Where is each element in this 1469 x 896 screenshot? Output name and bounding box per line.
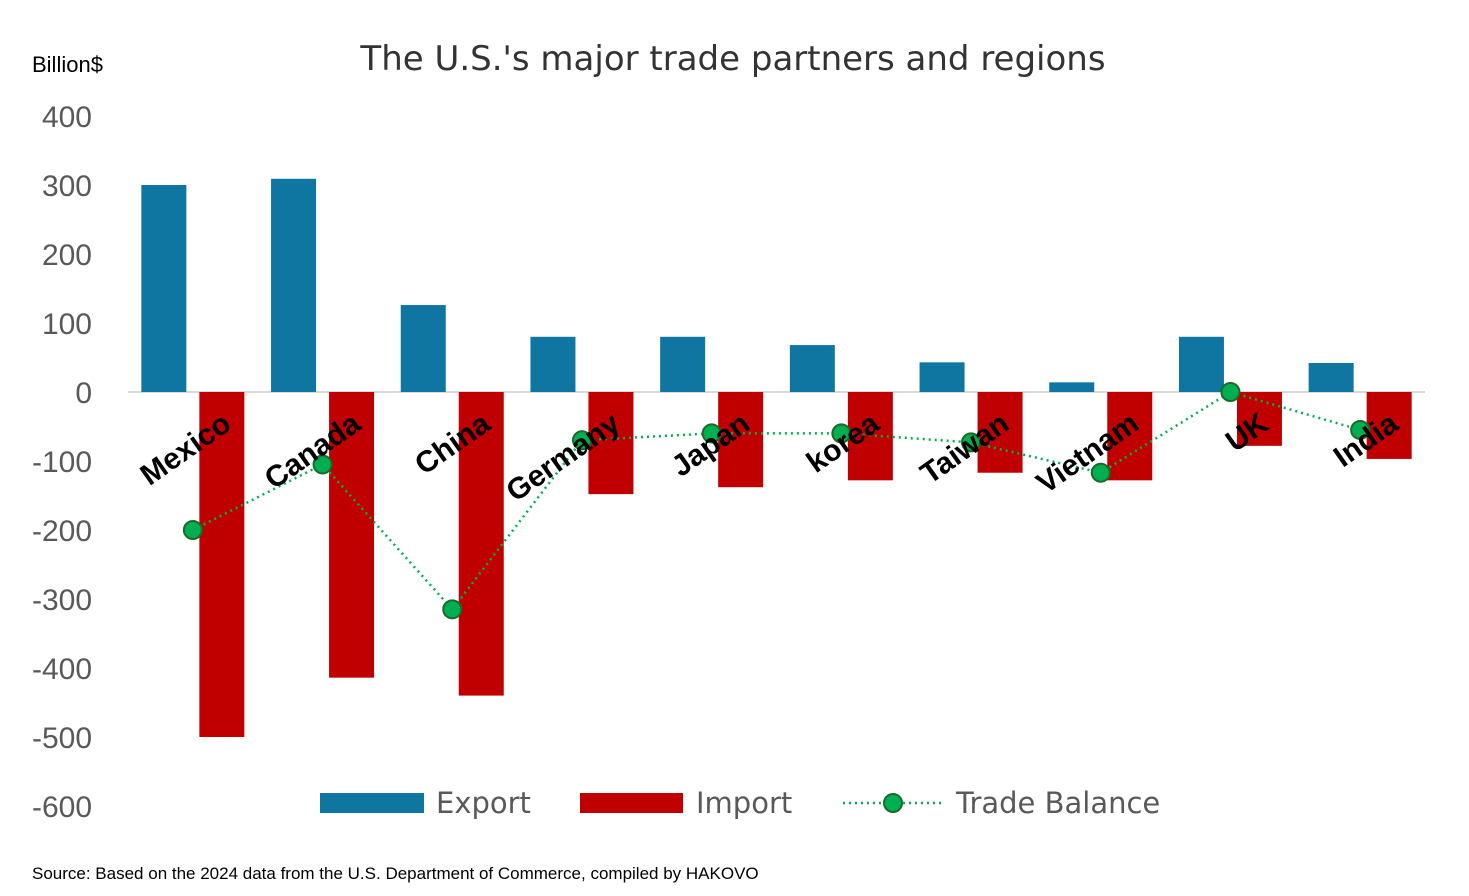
trade-balance-point	[1220, 382, 1241, 402]
export-bar	[1178, 336, 1224, 392]
legend: Export Import Trade Balance	[320, 786, 1160, 820]
trade-balance-point	[831, 423, 852, 444]
legend-swatch-export	[320, 793, 424, 813]
y-tick-label: -200	[32, 515, 92, 548]
trade-balance-line	[192, 390, 1361, 612]
trade-balance-point	[701, 423, 722, 444]
trade-balance-point	[961, 432, 982, 453]
y-tick-label: -600	[32, 791, 92, 824]
import-bar	[1236, 392, 1282, 446]
trade-balance-point	[571, 430, 592, 451]
legend-swatch-import	[580, 793, 683, 813]
y-tick-label: 0	[75, 377, 92, 410]
y-tick-label: 400	[42, 101, 92, 134]
legend-label-trade-balance: Trade Balance	[955, 786, 1160, 820]
trade-balance-point	[182, 520, 203, 540]
export-bar	[919, 362, 965, 392]
export-bar	[789, 345, 835, 392]
import-bar	[588, 392, 634, 495]
y-tick-label: -400	[32, 653, 92, 686]
export-bar	[1049, 382, 1095, 392]
y-axis-unit-label: Billion$	[32, 52, 103, 77]
category-labels: Mexico Canada China Germany Japan korea Taiwan…	[135, 407, 1405, 509]
export-bar	[400, 305, 446, 392]
y-tick-label: 100	[42, 308, 92, 341]
chart-title: The U.S.'s major trade partners and regi…	[359, 39, 1105, 79]
y-tick-label: -300	[32, 584, 92, 617]
import-bar	[977, 392, 1023, 473]
y-tick-label: -500	[32, 722, 92, 755]
trade-balance-point	[1090, 462, 1111, 483]
y-axis-ticks: 400 300 200 100 0 -100 -200 -300 -400 -500 -600	[32, 101, 92, 824]
trade-balance-point	[312, 454, 333, 475]
import-bar	[199, 392, 245, 737]
trade-balance-series	[182, 382, 1371, 620]
source-note: Source: Based on the 2024 data from the …	[32, 864, 759, 883]
import-bar	[718, 392, 764, 488]
export-bar	[1308, 363, 1354, 392]
legend-label-import: Import	[696, 786, 792, 820]
import-bar	[1107, 392, 1153, 481]
legend-label-export: Export	[436, 786, 531, 820]
import-bar	[1366, 392, 1412, 459]
y-tick-label: 300	[42, 170, 92, 203]
y-tick-label: 200	[42, 239, 92, 272]
export-bar	[660, 336, 706, 392]
import-bar	[458, 392, 504, 696]
export-bar	[530, 336, 576, 392]
legend-marker-trade-balance	[883, 793, 903, 813]
bars-group	[141, 178, 1412, 737]
export-bar	[141, 185, 187, 392]
y-tick-label: -100	[32, 446, 92, 479]
trade-balance-point	[1350, 419, 1371, 440]
export-bar	[271, 178, 317, 392]
import-bar	[329, 392, 375, 678]
trade-balance-point	[442, 599, 463, 620]
